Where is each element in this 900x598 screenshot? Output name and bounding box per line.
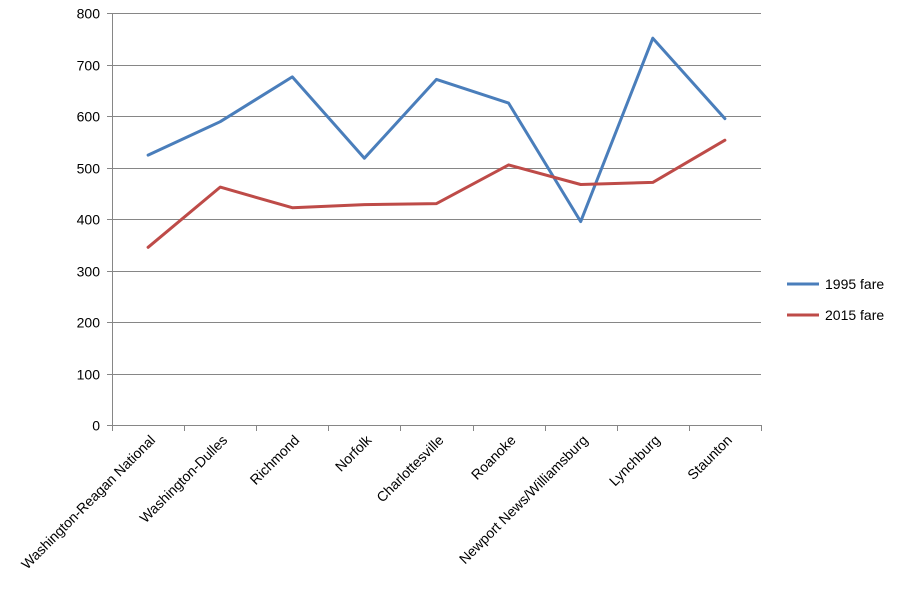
y-tick-label: 300 [77,264,101,280]
axes [107,13,762,431]
gridlines [112,13,761,375]
series-line-2 [146,138,727,249]
x-tick-label: Newport News/Williamsburg [456,432,591,567]
legend-label: 1995 fare [825,276,884,292]
y-tick-label: 100 [77,367,101,383]
y-tick-label: 0 [92,418,100,434]
y-tick-label: 800 [77,6,101,22]
y-tick-label: 700 [77,58,101,74]
x-tick-label: Washington-Reagan National [18,432,158,572]
series-line-1 [146,36,727,224]
legend-label: 2015 fare [825,307,884,323]
y-tick-label: 500 [77,161,101,177]
y-tick-label: 400 [77,212,101,228]
x-tick-label: Richmond [247,432,303,488]
y-tick-label: 600 [77,109,101,125]
x-tick-label: Roanoke [468,432,519,483]
y-tick-label: 200 [77,315,101,331]
series-lines [146,36,727,249]
x-tick-labels: Washington-Reagan NationalWashington-Dul… [18,431,735,572]
legend: 1995 fare 2015 fare [787,276,884,323]
x-tick-label: Charlottesville [373,432,447,506]
x-tick-label: Staunton [684,432,735,483]
x-tick-label: Lynchburg [606,432,663,489]
y-tick-labels: 0 100 200 300 400 500 600 700 800 [77,6,101,434]
x-tick-label: Norfolk [332,431,375,474]
